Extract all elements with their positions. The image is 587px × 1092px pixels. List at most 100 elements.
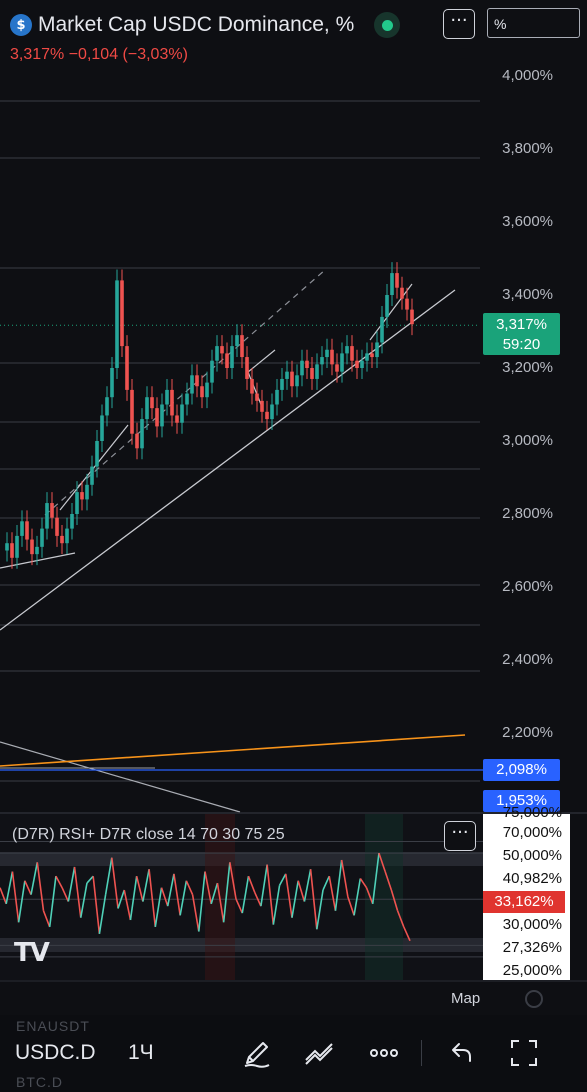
candle-body [220,346,224,354]
rsi-band-upper [0,852,483,866]
candle-body [140,419,144,449]
rsi-line-segment [148,869,157,928]
candle-body [375,342,379,358]
rsi-line-segment [30,862,39,895]
rsi-line-segment [222,862,231,923]
fullscreen-icon[interactable] [507,1036,541,1070]
rsi-line-segment [316,889,324,930]
rsi-axis-label: 70,000% [502,824,562,841]
scale-percent-button[interactable]: % [487,8,580,38]
rsi-line-segment [191,894,200,932]
candle-body [290,371,294,387]
candle-body [330,349,334,365]
rsi-line-segment [135,875,144,902]
candle-body [400,287,404,299]
candle-body [235,335,239,347]
candle-body [370,353,374,358]
rsi-line-segment [359,878,368,889]
horizontal-level-tag: 2,098% [483,759,560,781]
candle-body [160,404,164,427]
rsi-line-segment [179,880,188,916]
rsi-line-segment [0,887,7,905]
candle-body [225,353,229,368]
rsi-line-segment [403,926,411,942]
rsi-line-segment [284,873,293,918]
rsi-line-segment [11,871,20,923]
candle-body [200,386,204,398]
price-chart[interactable] [0,0,587,1015]
rsi-line-segment [347,896,355,916]
symbol-selector[interactable]: USDC.D [15,1041,96,1064]
rsi-axis-label: 27,326% [502,939,562,956]
chart-header: $ Market Cap USDC Dominance, % [10,12,401,38]
rsi-line-segment [309,869,318,930]
rsi-axis-label: 25,000% [502,962,562,979]
rsi-line-segment [55,875,63,889]
trendline-mini [247,371,263,408]
candle-body [35,546,39,555]
trendline-short [59,424,129,511]
rsi-line-segment [291,880,299,918]
interval-selector[interactable]: 1Ч [128,1041,154,1064]
rsi-line-segment [229,862,237,900]
candle-body [335,364,339,372]
time-axis-label: Map [451,990,481,1007]
rsi-line-segment [48,876,57,928]
watchlist-next-symbol[interactable]: BTC.D [16,1074,63,1090]
rsi-line-segment [235,898,244,914]
candle-body [60,535,64,544]
candle-body [280,378,284,390]
settings-gear-icon[interactable] [525,990,543,1008]
rsi-indicator-title[interactable]: (D7R) RSI+ D7R close 14 70 30 75 25 [12,826,285,843]
candle-body [185,393,189,405]
rsi-line-segment [210,882,219,905]
rsi-line-segment [328,876,337,911]
candle-body [20,521,24,536]
trendline-top [369,283,413,341]
candle-body [285,371,289,379]
axis-tick-label: 2,400% [502,651,553,668]
more-icon[interactable] [367,1036,401,1070]
candle-body [85,484,89,500]
candle-body [130,389,134,434]
candle-body [205,382,209,398]
drawing-tools-icon[interactable] [302,1036,336,1070]
rsi-line-segment [123,889,132,921]
rsi-current-value-tag: 33,162% [483,891,565,913]
candle-body [195,375,199,387]
candle-body [150,397,154,409]
axis-tick-label: 3,000% [502,432,553,449]
candle-body [390,273,394,295]
rsi-line-segment [117,889,126,909]
current-price-value: 3,317% [496,316,547,333]
candle-body [310,368,314,379]
rsi-line-segment [340,859,349,898]
axis-tick-label: 2,600% [502,578,553,595]
axis-tick-label: 3,200% [502,359,553,376]
candle-body [270,404,274,420]
symbol-title[interactable]: Market Cap USDC Dominance, % [38,13,355,36]
candle-body [75,492,79,514]
rsi-line-segment [24,880,32,895]
rsi-line-segment [104,857,113,895]
candle-body [380,316,384,343]
candle-body [165,389,169,405]
rsi-line-segment [154,887,163,928]
rsi-line-segment [79,882,88,918]
rsi-line-segment [92,876,101,934]
watchlist-prev-symbol[interactable]: ENAUSDT [16,1018,90,1034]
candle-body [50,503,54,518]
rsi-line-segment [17,880,26,923]
rsi-more-button[interactable]: ··· [444,821,476,851]
undo-icon[interactable] [443,1036,477,1070]
candle-body [385,295,389,317]
chart-area[interactable] [0,0,587,1015]
candle-body [355,360,359,368]
pencil-icon[interactable] [240,1036,274,1070]
rsi-line-segment [297,880,306,902]
rsi-line-segment [365,887,374,905]
candle-body [320,357,324,365]
chart-more-button[interactable]: ··· [443,9,475,39]
rsi-line-segment [98,894,107,934]
candle-body [145,397,149,420]
